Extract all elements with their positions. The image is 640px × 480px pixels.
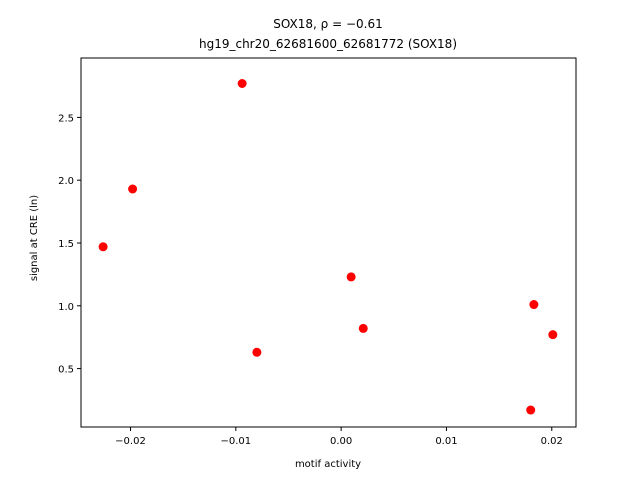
y-tick-label: 1.5 bbox=[58, 239, 74, 250]
y-tick-label: 2.5 bbox=[58, 113, 74, 124]
plot-frame bbox=[80, 57, 577, 428]
point bbox=[548, 330, 558, 340]
y-tick-label: 0.5 bbox=[58, 365, 74, 376]
x-tick-label: 0.00 bbox=[330, 436, 352, 447]
y-tick-label: 1.0 bbox=[58, 302, 74, 313]
point bbox=[358, 323, 368, 333]
point bbox=[526, 405, 536, 415]
x-tick-label: −0.02 bbox=[115, 436, 146, 447]
x-axis-label: motif activity bbox=[295, 459, 361, 470]
x-tick-label: −0.01 bbox=[220, 436, 251, 447]
chart-subtitle: hg19_chr20_62681600_62681772 (SOX18) bbox=[199, 37, 457, 51]
point bbox=[237, 78, 247, 88]
chart-title: SOX18, ρ = −0.61 bbox=[273, 17, 383, 31]
x-tick-label: 0.01 bbox=[435, 436, 457, 447]
point bbox=[529, 300, 539, 310]
point bbox=[346, 272, 356, 282]
y-tick-label: 2.0 bbox=[58, 176, 74, 187]
y-axis-label: signal at CRE (ln) bbox=[29, 195, 40, 281]
x-tick-label: 0.02 bbox=[541, 436, 563, 447]
point bbox=[98, 242, 108, 252]
point bbox=[128, 184, 138, 194]
point bbox=[252, 347, 262, 357]
